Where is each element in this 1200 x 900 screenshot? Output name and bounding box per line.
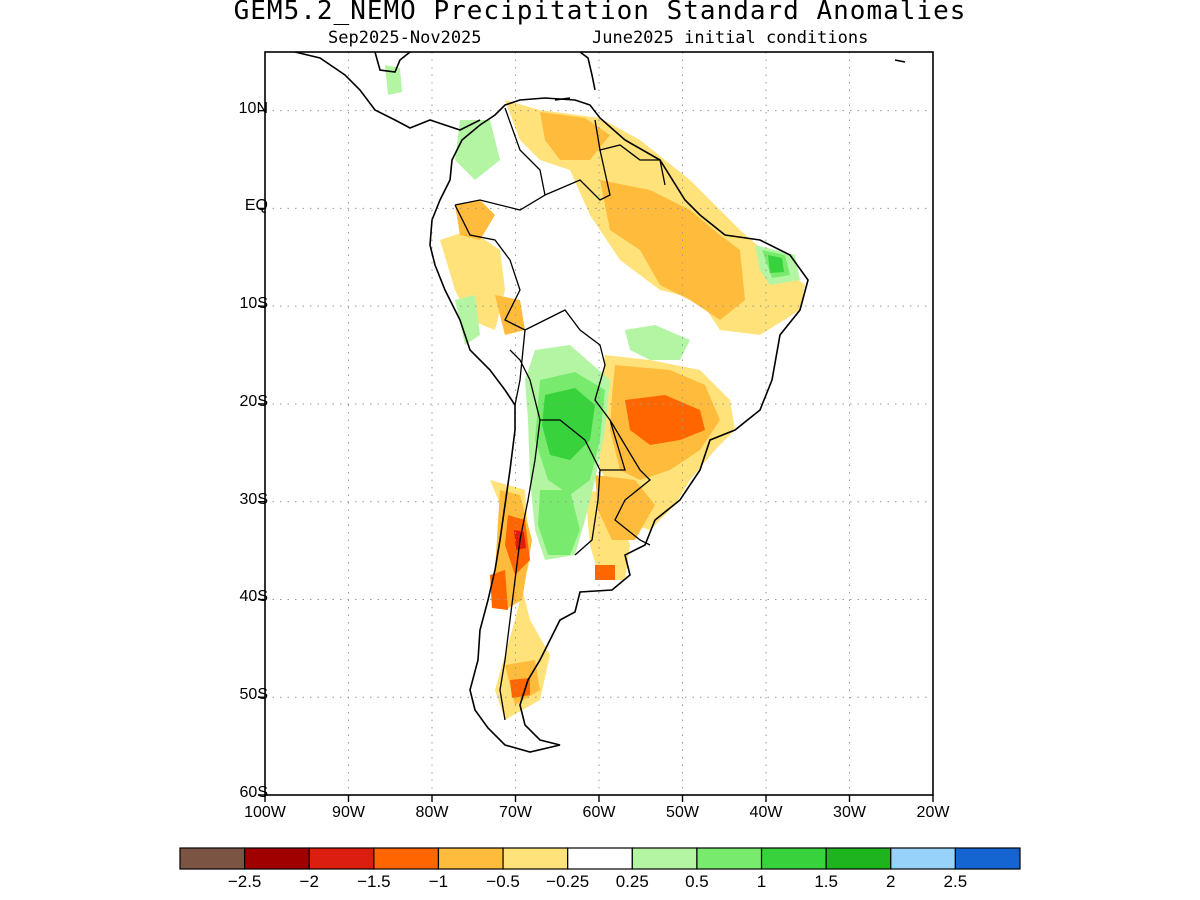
colorbar-label: 1	[756, 872, 767, 891]
anomaly-region-moderate-dry	[495, 295, 525, 335]
colorbar-swatch	[631, 847, 698, 870]
colorbar-label: −2	[299, 872, 319, 891]
central-america-coastline	[294, 52, 481, 131]
colorbar-label: 2.5	[943, 872, 968, 891]
longitude-label: 50W	[666, 804, 699, 821]
forecast-period: Sep2025-Nov2025	[328, 28, 482, 48]
anomaly-region-weak-dry	[440, 230, 505, 330]
anomaly-region-strong-wet	[768, 255, 784, 273]
anomaly-region-weak-wet	[455, 120, 500, 180]
longitude-label: 20W	[916, 804, 950, 821]
latitude-label: 10N	[238, 99, 268, 117]
colorbar-swatch	[244, 847, 310, 870]
colorbar-label: −1	[428, 872, 449, 891]
colorbar-label: −1.5	[357, 872, 391, 891]
anomaly-region-strong-wet	[542, 388, 595, 460]
colorbar-swatch	[308, 847, 375, 870]
longitude-label: 90W	[332, 804, 365, 821]
colorbar-swatch	[890, 847, 956, 870]
colorbar-swatch	[179, 847, 246, 870]
latitude-label: EQ	[244, 197, 268, 215]
longitude-label: 40W	[749, 804, 783, 821]
colorbar-label: 1.5	[814, 872, 838, 891]
colorbar-swatch	[696, 847, 763, 870]
colorbar-swatch	[502, 847, 569, 870]
colorbar-label: −0.5	[486, 872, 520, 891]
anomaly-field	[385, 65, 805, 720]
yucatan-coastline	[374, 52, 411, 73]
longitude-label: 70W	[499, 804, 532, 821]
south-america-coastline	[429, 97, 809, 753]
coastlines	[294, 52, 906, 753]
colorbar-swatch	[437, 847, 504, 870]
colorbar-label: 0.5	[685, 872, 709, 891]
longitude-label: 60W	[582, 804, 616, 821]
axis-ticks	[258, 109, 934, 802]
caribbean-islands	[554, 52, 906, 101]
anomaly-region-strong-dry	[595, 565, 615, 580]
anomaly-region-moderate-dry	[600, 180, 745, 320]
longitude-label: 30W	[833, 804, 866, 821]
anomaly-region-weak-wet	[385, 65, 402, 95]
initial-conditions: June2025 initial conditions	[592, 28, 869, 48]
longitude-label: 100W	[244, 804, 286, 821]
latitude-label: 60S	[239, 784, 268, 801]
latitude-label: 40S	[239, 588, 268, 606]
colorbar-swatch	[760, 847, 827, 870]
colorbar-label: 0.25	[615, 872, 649, 891]
anomaly-region-moderate-wet	[538, 490, 580, 555]
anomaly-region-weak-wet	[455, 295, 480, 345]
anomaly-region-strong-dry	[490, 570, 508, 610]
anomaly-region-moderate-dry	[595, 475, 655, 540]
country-borders	[454, 107, 666, 721]
colorbar-label: −0.25	[546, 872, 590, 891]
map-title: GEM5.2_NEMO Precipitation Standard Anoma…	[233, 0, 967, 26]
longitude-label: 80W	[415, 804, 449, 821]
latitude-label: 10S	[239, 295, 268, 313]
latitude-label: 30S	[239, 490, 268, 508]
anomaly-region-weak-wet	[625, 325, 690, 360]
colorbar	[179, 847, 1021, 870]
colorbar-swatch	[825, 847, 892, 870]
latitude-label: 20S	[239, 392, 268, 410]
colorbar-label: 2	[886, 872, 896, 891]
anomaly-region-moderate-dry	[540, 112, 610, 160]
anomaly-region-moderate-dry	[455, 200, 495, 240]
colorbar-swatch	[567, 847, 633, 870]
latitude-label: 50S	[239, 686, 268, 704]
colorbar-label: −2.5	[227, 872, 262, 891]
colorbar-swatch	[954, 847, 1021, 870]
colorbar-swatch	[373, 847, 440, 870]
anomaly-region-strong-dry	[625, 395, 705, 445]
